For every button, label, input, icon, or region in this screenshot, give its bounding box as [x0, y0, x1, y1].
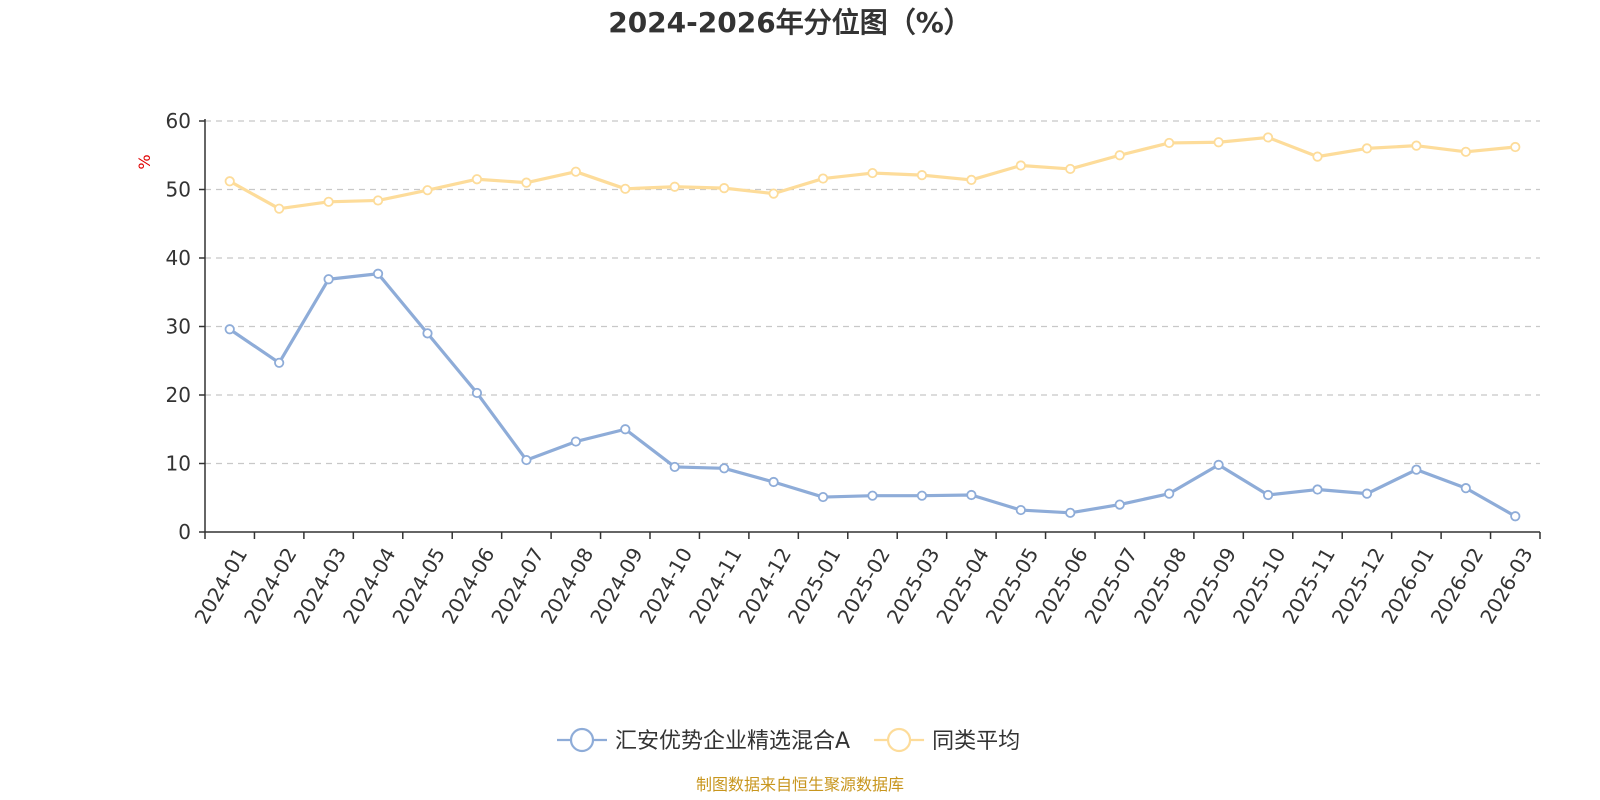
data-point — [1312, 484, 1323, 495]
series-line — [228, 272, 1517, 518]
legend-item-1[interactable]: 汇安优势企业精选混合A — [557, 727, 850, 754]
data-point — [1361, 143, 1373, 154]
data-point — [1164, 137, 1175, 149]
data-point — [471, 387, 483, 399]
data-point — [817, 491, 829, 503]
y-tick-label: 60 — [166, 109, 191, 133]
data-point — [669, 181, 680, 192]
data-point — [471, 174, 483, 185]
series-layer — [224, 132, 1521, 522]
data-point — [1015, 160, 1026, 171]
y-tick-label: 10 — [166, 452, 191, 476]
legend: 汇安优势企业精选混合A 同类平均 — [557, 727, 1020, 754]
y-tick-label: 0 — [178, 520, 191, 544]
data-point — [1361, 488, 1373, 499]
data-point — [521, 177, 532, 188]
data-point — [422, 185, 433, 196]
data-point — [570, 436, 581, 447]
data-point — [916, 490, 928, 501]
data-point — [372, 195, 384, 206]
data-point — [323, 196, 334, 207]
legend-label: 汇安优势企业精选混合A — [615, 729, 850, 754]
y-tick-label: 30 — [166, 315, 191, 339]
y-tick-label: 20 — [166, 383, 191, 407]
data-point — [966, 489, 977, 501]
data-point — [719, 463, 730, 474]
data-point — [372, 268, 384, 279]
data-point — [768, 476, 779, 488]
data-point — [1114, 499, 1125, 510]
data-point — [916, 170, 928, 181]
data-point — [1510, 141, 1521, 153]
grid-lines — [199, 120, 1540, 533]
data-point — [1411, 464, 1422, 475]
legend-item-2[interactable]: 同类平均 — [874, 727, 1020, 754]
data-point — [1262, 489, 1274, 501]
data-point — [422, 328, 433, 339]
data-point — [1065, 507, 1076, 518]
data-point — [570, 166, 581, 177]
data-point — [521, 454, 532, 466]
data-point — [1312, 151, 1323, 162]
series-1 — [224, 268, 1521, 522]
legend-marker — [886, 727, 912, 753]
data-point — [1411, 140, 1422, 151]
data-point — [719, 183, 730, 194]
data-point — [1460, 146, 1471, 157]
data-point — [620, 424, 631, 435]
y-axis-unit: % — [135, 154, 154, 169]
data-point — [274, 203, 285, 214]
data-point — [1065, 163, 1076, 175]
legend-marker — [569, 727, 595, 753]
data-point — [1510, 511, 1521, 522]
data-point — [323, 274, 334, 285]
legend-label: 同类平均 — [932, 729, 1020, 754]
data-point — [224, 176, 235, 187]
data-point — [1164, 488, 1175, 499]
data-point — [1262, 132, 1274, 143]
data-point — [1213, 137, 1224, 148]
data-point — [966, 174, 977, 186]
data-point — [1460, 483, 1471, 494]
data-point — [669, 461, 680, 473]
data-point — [274, 357, 285, 368]
data-point — [867, 490, 878, 501]
data-point — [867, 167, 878, 179]
y-tick-label: 50 — [166, 178, 191, 202]
chart-title: 2024-2026年分位图（%） — [608, 6, 972, 39]
axes — [204, 119, 1541, 539]
data-point — [620, 183, 631, 194]
y-tick-label: 40 — [166, 246, 191, 270]
series-2 — [224, 132, 1521, 214]
y-tick-labels: 0 10 20 30 40 50 60 — [166, 109, 191, 544]
data-point — [817, 173, 829, 184]
data-point — [768, 188, 779, 199]
data-point — [224, 324, 235, 335]
data-point — [1114, 150, 1125, 161]
data-source-note: 制图数据来自恒生聚源数据库 — [696, 775, 904, 794]
x-tick-labels: 2024-012024-022024-032024-042024-052024-… — [190, 544, 1538, 628]
data-point — [1015, 504, 1026, 516]
data-point — [1213, 459, 1224, 470]
